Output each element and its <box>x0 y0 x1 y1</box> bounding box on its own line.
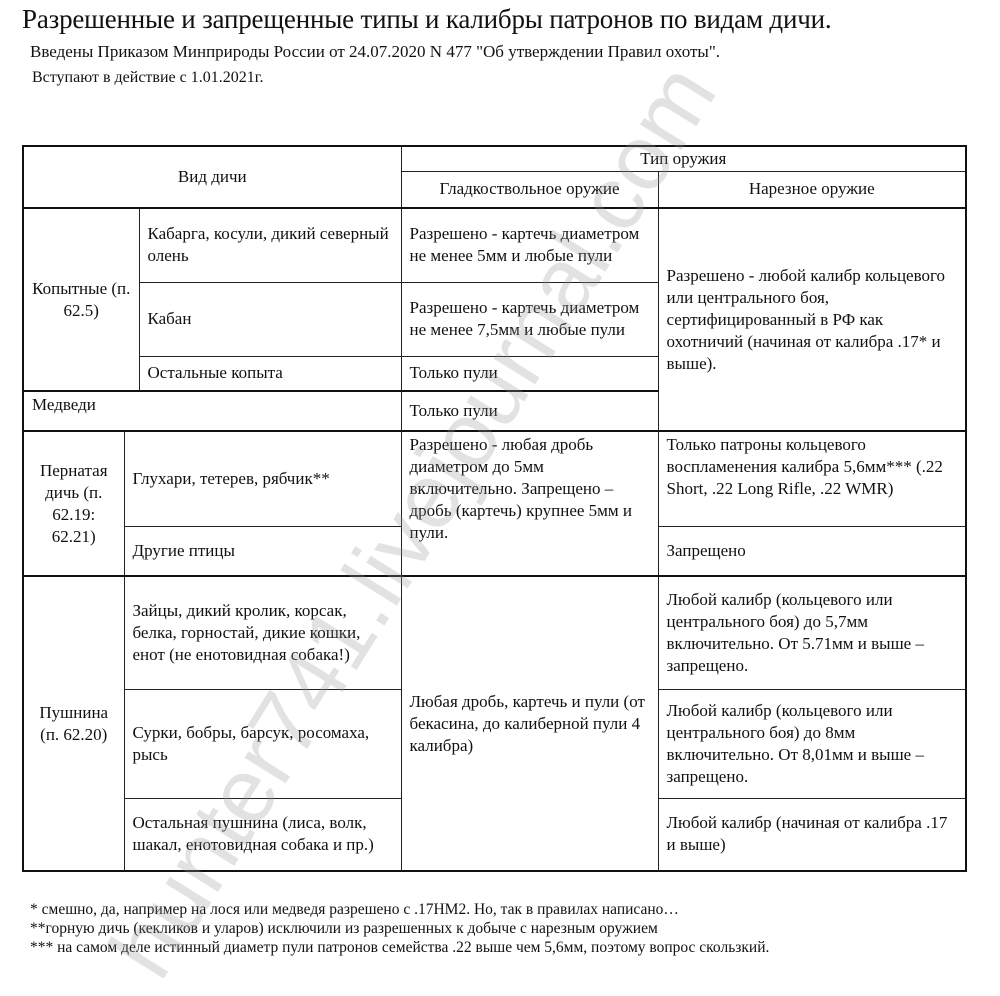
group-hoofed: Копытные (п. 62.5) <box>22 207 140 392</box>
rifled-cell: Разрешено - любой калибр кольцевого или … <box>657 207 967 432</box>
smooth-cell: Разрешено - картечь диаметром не менее 7… <box>400 281 659 357</box>
footnote: *** на самом деле истинный диаметр пули … <box>30 939 770 956</box>
game-cell: Зайцы, дикий кролик, корсак, белка, горн… <box>123 575 402 690</box>
game-cell: Сурки, бобры, барсук, росомаха, рысь <box>123 688 402 799</box>
smooth-cell: Разрешено - любая дробь диаметром до 5мм… <box>400 430 659 577</box>
header-rifled: Нарезное оружие <box>657 170 967 209</box>
footnote: * смешно, да, например на лося или медве… <box>30 901 679 918</box>
document-subtitle: Введены Приказом Минприроды России от 24… <box>30 42 721 61</box>
game-cell: Кабан <box>138 281 402 357</box>
document-title: Разрешенные и запрещенные типы и калибры… <box>22 4 832 34</box>
footnotes: * смешно, да, например на лося или медве… <box>30 900 769 957</box>
game-cell: Остальная пушнина (лиса, волк, шакал, ен… <box>123 797 402 872</box>
game-cell: Кабарга, косули, дикий северный олень <box>138 207 402 283</box>
rifled-cell: Любой калибр (начиная от калибра .17 и в… <box>657 797 967 872</box>
header-weapon-type: Тип оружия <box>400 145 967 172</box>
game-cell: Остальные копыта <box>138 355 402 392</box>
rifled-cell: Запрещено <box>657 525 967 577</box>
smooth-cell: Только пули <box>400 355 659 392</box>
header-smoothbore: Гладкоствольное оружие <box>400 170 659 209</box>
footnote: **горную дичь (кекликов и уларов) исключ… <box>30 920 658 937</box>
rifled-cell: Любой калибр (кольцевого или центральног… <box>657 575 967 690</box>
smooth-cell: Разрешено - картечь диаметром не менее 5… <box>400 207 659 283</box>
rifled-cell: Любой калибр (кольцевого или центральног… <box>657 688 967 799</box>
group-birds: Пернатая дичь (п. 62.19: 62.21) <box>22 430 125 577</box>
smooth-cell: Любая дробь, картечь и пули (от бекасина… <box>400 575 659 872</box>
game-cell: Другие птицы <box>123 525 402 577</box>
effective-date: Вступают в действие с 1.01.2021г. <box>32 69 264 86</box>
game-cell: Глухари, тетерев, рябчик** <box>123 430 402 527</box>
game-bears: Медведи <box>22 390 402 432</box>
cartridge-table: Вид дичи Тип оружия Гладкоствольное оруж… <box>22 145 968 872</box>
header-game: Вид дичи <box>22 145 402 209</box>
smooth-cell: Только пули <box>400 390 659 432</box>
rifled-cell: Только патроны кольцевого воспламенения … <box>657 430 967 527</box>
group-fur: Пушнина (п. 62.20) <box>22 575 125 872</box>
